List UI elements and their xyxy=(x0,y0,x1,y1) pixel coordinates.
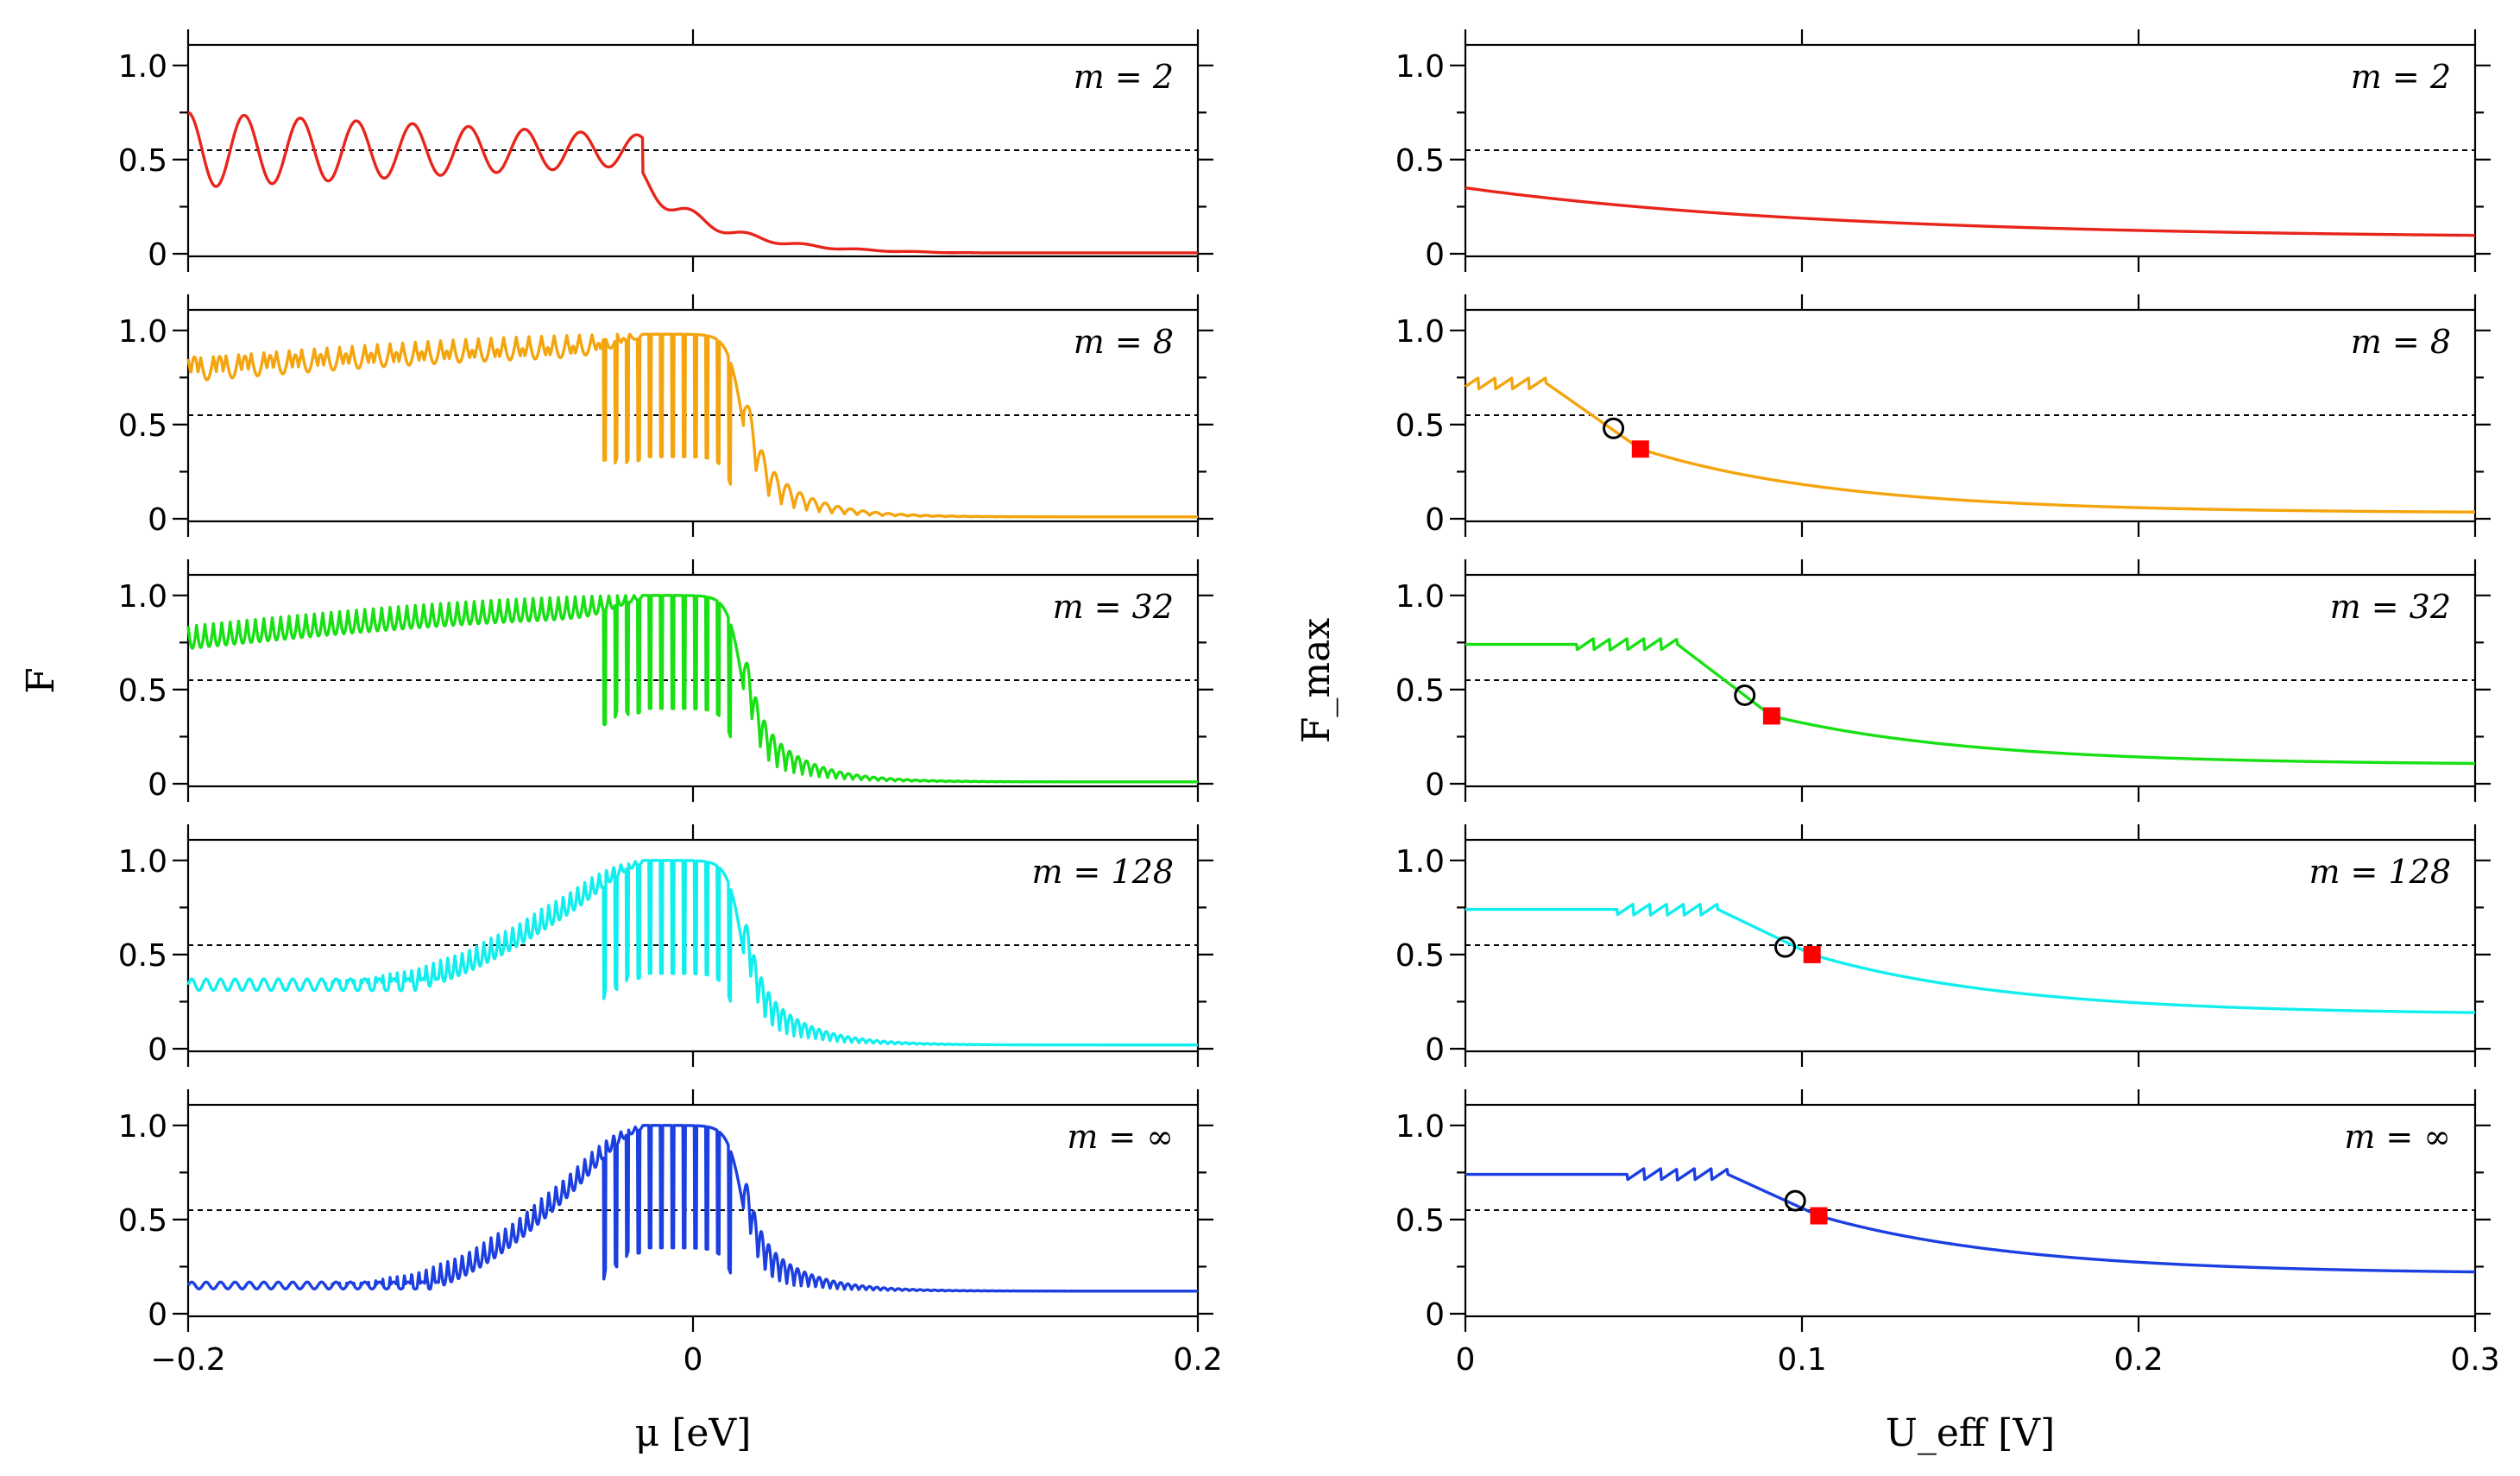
right-panel-2-square-marker xyxy=(1762,707,1780,725)
right-panel-0-ytick-label: 0 xyxy=(1425,237,1445,273)
right-panel-2-circle-marker xyxy=(1734,684,1756,706)
right-y-axis-title: F_max xyxy=(1295,618,1339,743)
left-panel-3-ytick-label: 1.0 xyxy=(118,844,167,880)
right-panel-4-ytick-label: 0.5 xyxy=(1395,1203,1445,1239)
right-panel-3-series-line xyxy=(1465,902,2476,1014)
right-panel-3-label: m = 128 xyxy=(2309,853,2451,891)
right-xtick-label: 0.2 xyxy=(2114,1342,2163,1378)
left-y-axis-title: F xyxy=(19,667,63,694)
left-panel-1-ytick-label: 0.5 xyxy=(118,408,167,444)
right-xtick-label: 0.3 xyxy=(2450,1342,2499,1378)
left-panel-4-ytick-label: 1.0 xyxy=(118,1109,167,1145)
right-panel-2-ytick-label: 1.0 xyxy=(1395,579,1445,615)
left-panel-2-ytick-label: 0 xyxy=(148,767,167,803)
right-panel-1-label: m = 8 xyxy=(2351,323,2451,361)
left-panel-1-ytick-label: 0 xyxy=(148,502,167,538)
right-panel-1-square-marker xyxy=(1631,440,1649,458)
left-panel-3-ytick-label: 0 xyxy=(148,1032,167,1068)
left-panel-3-label: m = 128 xyxy=(1031,853,1174,891)
right-panel-2-ytick-label: 0.5 xyxy=(1395,673,1445,709)
right-panel-3-ytick-label: 0 xyxy=(1425,1032,1445,1068)
right-panel-3-circle-marker xyxy=(1774,936,1796,958)
right-panel-4-ytick-label: 1.0 xyxy=(1395,1109,1445,1145)
right-panel-4-ytick-label: 0 xyxy=(1425,1297,1445,1333)
right-panel-4-label: m = ∞ xyxy=(2344,1118,2451,1156)
right-x-axis-title: U_eff [V] xyxy=(1886,1411,2055,1455)
left-panel-4-ytick-label: 0.5 xyxy=(118,1203,167,1239)
left-panel-1: 0 0.5 1.0 m = 8 xyxy=(118,294,1213,538)
right-panel-1-ytick-label: 0.5 xyxy=(1395,408,1445,444)
left-panel-3-ytick-label: 0.5 xyxy=(118,938,167,974)
left-xtick-label: 0.2 xyxy=(1173,1342,1222,1378)
right-panel-1-series-line xyxy=(1465,376,2476,514)
left-panel-0-series-line xyxy=(186,110,1200,255)
right-panel-0-series-line xyxy=(1465,186,2476,237)
right-panel-4: 0 0.5 1.0 0 0.1 0.2 0.3 m = ∞ xyxy=(1395,1089,2500,1378)
left-panel-3-series-line xyxy=(186,859,1200,1047)
left-column: 0 0.5 1.0 m = 2 0 0.5 1.0 m = 8 0 0.5 1.0 m = 32 0 0.… xyxy=(118,29,1223,1378)
right-panel-3-square-marker xyxy=(1803,945,1821,963)
left-panel-3: 0 0.5 1.0 m = 128 xyxy=(118,824,1213,1068)
left-panel-0-ytick-label: 1.0 xyxy=(118,49,167,85)
right-panel-1-circle-marker xyxy=(1603,417,1625,439)
right-panel-3: 0 0.5 1.0 m = 128 xyxy=(1395,824,2491,1068)
right-panel-4-series-line xyxy=(1465,1167,2476,1274)
right-panel-2-ytick-label: 0 xyxy=(1425,767,1445,803)
left-panel-0-label: m = 2 xyxy=(1074,58,1174,96)
right-panel-4-circle-marker xyxy=(1784,1189,1806,1212)
left-panel-2-series-line xyxy=(186,594,1200,784)
right-xtick-label: 0.1 xyxy=(1777,1342,1826,1378)
right-panel-2-series-line xyxy=(1465,637,2476,766)
right-panel-0-label: m = 2 xyxy=(2351,58,2451,96)
left-xtick-label: 0 xyxy=(684,1342,703,1378)
right-panel-3-ytick-label: 1.0 xyxy=(1395,844,1445,880)
right-panel-2-label: m = 32 xyxy=(2330,588,2451,626)
right-panel-1-ytick-label: 0 xyxy=(1425,502,1445,538)
right-panel-4-square-marker xyxy=(1810,1207,1828,1225)
right-panel-3-ytick-label: 0.5 xyxy=(1395,938,1445,974)
left-panel-1-label: m = 8 xyxy=(1074,323,1174,361)
left-panel-4-series-line xyxy=(186,1124,1200,1293)
left-panel-2-ytick-label: 0.5 xyxy=(118,673,167,709)
right-panel-0-ytick-label: 1.0 xyxy=(1395,49,1445,85)
left-panel-4-label: m = ∞ xyxy=(1067,1118,1174,1156)
left-panel-0-ytick-label: 0.5 xyxy=(118,143,167,179)
right-panel-0-ytick-label: 0.5 xyxy=(1395,143,1445,179)
right-column: 0 0.5 1.0 m = 2 0 0.5 1.0 m = 8 0 0.5 1.0 m = 32 0 0.… xyxy=(1395,29,2500,1378)
left-panel-2-ytick-label: 1.0 xyxy=(118,579,167,615)
right-panel-1-ytick-label: 1.0 xyxy=(1395,314,1445,350)
left-panel-0: 0 0.5 1.0 m = 2 xyxy=(118,29,1213,273)
right-panel-2: 0 0.5 1.0 m = 32 xyxy=(1395,559,2491,803)
left-panel-0-ytick-label: 0 xyxy=(148,237,167,273)
left-xtick-label: −0.2 xyxy=(150,1342,225,1378)
left-x-axis-title: μ [eV] xyxy=(635,1411,752,1455)
left-panel-2-label: m = 32 xyxy=(1053,588,1174,626)
right-xtick-label: 0 xyxy=(1456,1342,1476,1378)
right-panel-0: 0 0.5 1.0 m = 2 xyxy=(1395,29,2491,273)
left-panel-4: 0 0.5 1.0 −0.2 0 0.2 m = ∞ xyxy=(118,1089,1223,1378)
left-panel-2: 0 0.5 1.0 m = 32 xyxy=(118,559,1213,803)
left-panel-4-ytick-label: 0 xyxy=(148,1297,167,1333)
right-panel-1: 0 0.5 1.0 m = 8 xyxy=(1395,294,2491,538)
left-panel-1-series-line xyxy=(186,332,1200,519)
left-panel-1-ytick-label: 1.0 xyxy=(118,314,167,350)
